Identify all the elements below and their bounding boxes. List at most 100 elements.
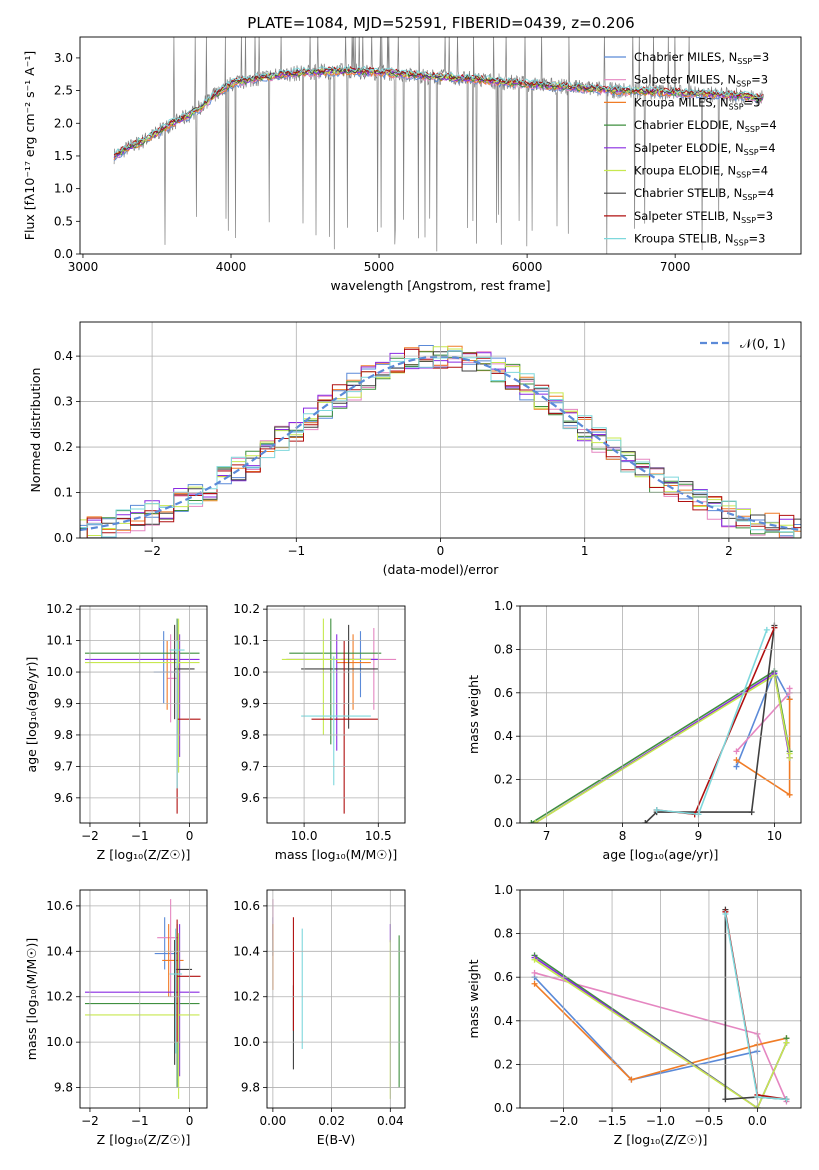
y-axis-label: mass [log₁₀(M/M☉)]	[24, 938, 39, 1060]
y-tick-label: 9.7	[54, 759, 73, 773]
x-tick-label: −2	[143, 544, 161, 558]
y-tick-label: 9.9	[54, 696, 73, 710]
legend-value: =4	[759, 141, 776, 155]
x-tick-label: −1	[287, 544, 305, 558]
mass-weight-line	[656, 629, 768, 816]
y-axis-label: mass weight	[466, 675, 481, 754]
x-axis-label: Z [log₁₀(Z/Z☉)]	[614, 1132, 708, 1147]
x-tick-label: 10	[767, 829, 782, 843]
mass-weight-marker	[733, 757, 740, 764]
panel-mass-vs-Z: −2 −1 0 9.8 10.0 10.2 10.4 10.6 Z [log₁₀(Z/Z☉)] m…	[24, 889, 208, 1147]
y-tick-label: 2.0	[54, 116, 73, 130]
x-tick-label: −1.5	[597, 1114, 626, 1128]
y-tick-label: 1.5	[54, 149, 73, 163]
mass-weight-line	[724, 909, 787, 1101]
x-tick-label: −1	[131, 829, 149, 843]
x-tick-label: −2	[81, 829, 99, 843]
mass-weight-line	[534, 671, 791, 823]
panel-mass-vs-EBV: 0.00 0.02 0.04 9.8 10.0 10.2 10.4 10.6 E(B-V)	[233, 889, 406, 1147]
x-tick-label: 2	[725, 544, 733, 558]
legend-value: =3	[752, 50, 769, 64]
x-tick-label: 0.04	[377, 1114, 404, 1128]
y-tick-label: 0.2	[494, 1057, 513, 1071]
axes-frame	[519, 605, 802, 824]
legend-subscript: SSP	[736, 80, 751, 89]
y-tick-label: 1.0	[54, 182, 73, 196]
y-tick-label: 0.2	[494, 773, 513, 787]
legend-subscript: SSP	[734, 239, 749, 248]
mass-weight-marker	[653, 806, 660, 813]
x-tick-label: 0.00	[260, 1114, 287, 1128]
mass-weight-line	[724, 911, 787, 1101]
mass-weight-marker	[733, 763, 740, 770]
mass-weight-marker	[722, 910, 729, 917]
mass-weight-marker	[783, 1096, 790, 1103]
panel-mass-weight-vs-age: 7 8 9 10 0.0 0.2 0.4 0.6 0.8 1.0 age [log₁₀(age/yr…	[466, 599, 802, 862]
legend-subscript: SSP	[744, 148, 759, 157]
y-tick-label: 0.0	[494, 816, 513, 830]
y-tick-label: 10.1	[46, 634, 73, 648]
x-tick-label: 10.5	[365, 829, 392, 843]
y-tick-label: 0.8	[494, 642, 513, 656]
axes-frame	[519, 889, 802, 1109]
mass-weight-marker	[628, 1076, 635, 1083]
legend-subscript: SSP	[729, 102, 744, 111]
axes-frame	[79, 889, 208, 1109]
y-tick-label: 0.1	[54, 486, 73, 500]
y-tick-label: 10.4	[46, 944, 73, 958]
axes-frame	[79, 321, 802, 539]
axes-frame	[266, 605, 406, 824]
legend-value: =4	[760, 118, 777, 132]
y-axis-label: Flux [fλ10⁻¹⁷ erg cm⁻² s⁻¹ A⁻¹]	[22, 51, 37, 240]
mass-weight-marker	[642, 820, 649, 823]
mass-weight-marker	[528, 820, 535, 823]
plot-area-mass-vs-EBV	[272, 899, 400, 1099]
y-tick-label: 10.2	[233, 990, 260, 1004]
y-tick-label: 9.8	[241, 1081, 260, 1095]
x-tick-label: 10.0	[291, 829, 318, 843]
legend-subscript: SSP	[737, 57, 752, 66]
y-tick-label: 0.5	[54, 214, 73, 228]
legend-subscript: SSP	[745, 125, 760, 134]
panel-age-vs-mass: 10.0 10.5 9.6 9.7 9.8 9.9 10.0 10.1 10.2 mass [lo…	[233, 602, 406, 862]
y-tick-label: 9.8	[54, 728, 73, 742]
y-tick-label: 10.2	[46, 602, 73, 616]
legend-entry: Salpeter MILES, NSSP=3	[634, 73, 768, 89]
legend-value: =4	[757, 186, 774, 200]
plot-area-age-vs-mass	[281, 618, 397, 814]
legend-value: =4	[751, 164, 768, 178]
x-axis-label: Z [log₁₀(Z/Z☉)]	[97, 1132, 191, 1147]
plot-area-mass-vs-Z	[84, 899, 201, 1099]
y-axis-label: mass weight	[466, 959, 481, 1038]
y-tick-label: 0.6	[494, 686, 513, 700]
y-tick-label: 10.1	[233, 634, 260, 648]
mass-weight-marker	[763, 626, 770, 633]
x-tick-label: 1	[581, 544, 589, 558]
y-tick-label: 10.0	[46, 1035, 73, 1049]
mass-weight-line	[534, 674, 791, 823]
x-tick-label: −1	[131, 1114, 149, 1128]
mass-weight-marker	[532, 820, 539, 823]
y-axis-label: Normed distribution	[28, 368, 43, 493]
x-tick-label: 7000	[660, 260, 691, 274]
mass-weight-marker	[786, 791, 793, 798]
x-tick-label: 0	[186, 829, 194, 843]
y-tick-label: 3.0	[54, 51, 73, 65]
plot-area-mass-weight-vs-age	[528, 622, 793, 823]
x-tick-label: 3000	[68, 260, 99, 274]
y-tick-label: 10.0	[46, 665, 73, 679]
y-tick-label: 9.7	[241, 759, 260, 773]
y-axis-label: age [log₁₀(age/yr)]	[24, 657, 39, 773]
x-tick-label: −2.0	[549, 1114, 578, 1128]
panel-age-vs-Z: −2 −1 0 9.6 9.7 9.8 9.9 10.0 10.1 10.2 Z [log₁₀(Z/…	[24, 602, 208, 862]
legend-entry: Kroupa ELODIE, NSSP=4	[634, 164, 768, 180]
y-tick-label: 0.0	[494, 1101, 513, 1115]
legend-subscript: SSP	[742, 193, 757, 202]
y-tick-label: 0.0	[54, 531, 73, 545]
y-tick-label: 10.4	[233, 944, 260, 958]
legend-entry: Chabrier ELODIE, NSSP=4	[634, 118, 777, 134]
legend-value: =3	[751, 73, 768, 87]
legend-entry: Chabrier STELIB, NSSP=4	[634, 186, 774, 202]
y-tick-label: 0.4	[54, 349, 73, 363]
x-tick-label: −2	[81, 1114, 99, 1128]
